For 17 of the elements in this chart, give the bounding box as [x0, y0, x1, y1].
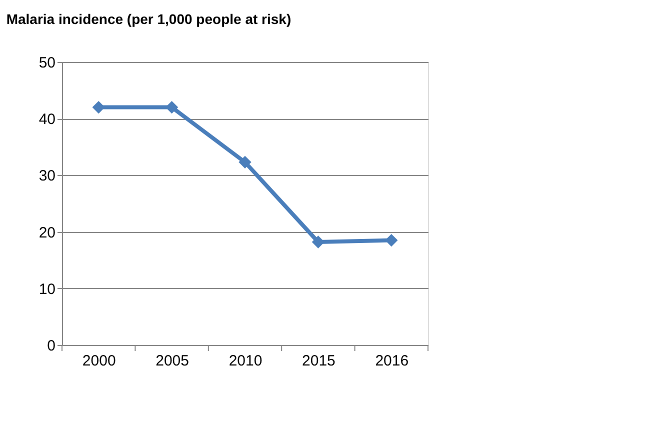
x-tick-label: 2005 [156, 352, 189, 370]
y-tick-label: 40 [38, 111, 56, 128]
point [165, 100, 178, 114]
point [92, 100, 105, 114]
y-tick-label: 10 [38, 280, 56, 298]
x-tick-label: 2010 [228, 352, 262, 370]
point [385, 234, 398, 247]
point [312, 236, 325, 248]
y-tick-label: 0 [47, 338, 56, 354]
x-tick-label: 2015 [302, 352, 336, 370]
y-tick-label: 50 [38, 54, 56, 72]
x-tick-label: 2000 [82, 352, 116, 370]
y-tick-label: 20 [38, 224, 56, 242]
chart-title: Malaria incidence (per 1,000 people at risk) [6, 11, 292, 27]
point [238, 156, 252, 169]
x-tick-label: 2016 [375, 352, 409, 370]
y-tick-label: 30 [38, 168, 56, 185]
